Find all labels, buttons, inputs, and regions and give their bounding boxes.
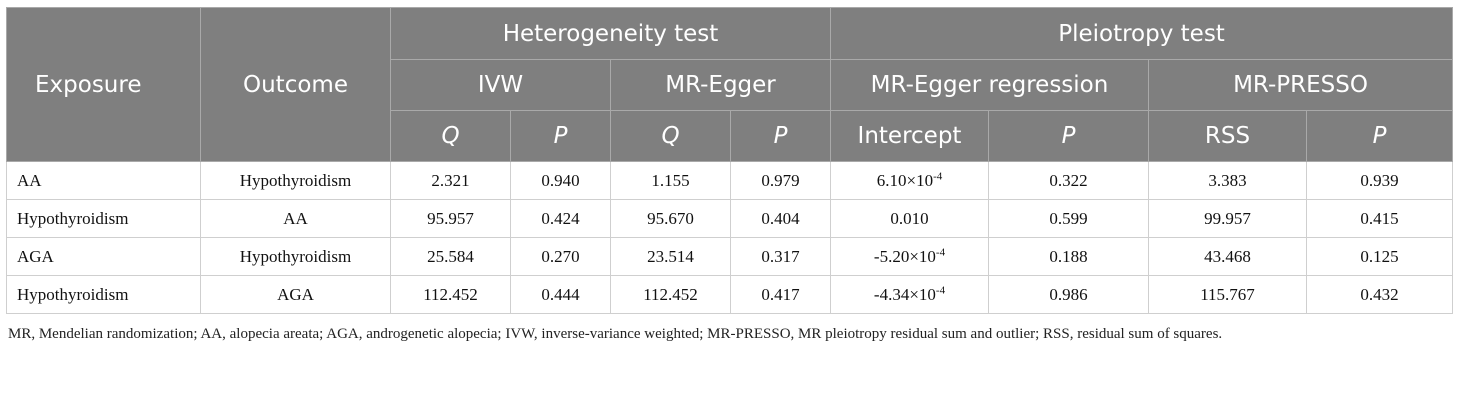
cell-regression-p: 0.188 (988, 237, 1149, 276)
table-row: Hypothyroidism AGA 112.452 0.444 112.452… (6, 275, 1454, 314)
header-mr-presso: MR-PRESSO (1147, 59, 1454, 111)
cell-regression-p: 0.322 (988, 161, 1149, 200)
cell-ivw-q: 25.584 (390, 237, 511, 276)
cell-rss: 115.767 (1148, 275, 1307, 314)
cell-regression-p: 0.986 (988, 275, 1149, 314)
header-presso-p: P (1305, 110, 1454, 162)
intercept-base: -5.20×10 (873, 246, 936, 266)
cell-intercept: 0.010 (830, 199, 989, 238)
cell-exposure: Hypothyroidism (6, 275, 201, 314)
cell-ivw-q: 95.957 (390, 199, 511, 238)
intercept-base: -4.34×10 (873, 284, 936, 304)
table-header: Exposure Outcome Heterogeneity test Plei… (6, 7, 1454, 162)
cell-intercept: -5.20×10-4 (830, 237, 989, 276)
header-intercept: Intercept (830, 110, 989, 162)
header-pleiotropy-test: Pleiotropy test (829, 7, 1454, 60)
cell-egger-p: 0.317 (730, 237, 831, 276)
intercept-exponent: -4 (935, 245, 946, 258)
cell-presso-p: 0.125 (1305, 237, 1454, 276)
cell-regression-p: 0.599 (988, 199, 1149, 238)
cell-egger-p: 0.404 (730, 199, 831, 238)
table-row: Hypothyroidism AA 95.957 0.424 95.670 0.… (6, 199, 1454, 238)
cell-intercept: -4.34×10-4 (830, 275, 989, 314)
header-mr-egger: MR-Egger (610, 59, 831, 111)
cell-ivw-q: 112.452 (390, 275, 511, 314)
header-heterogeneity-test: Heterogeneity test (390, 7, 831, 60)
cell-ivw-p: 0.444 (510, 275, 611, 314)
intercept-base: 0.010 (890, 208, 929, 228)
intercept-exponent: -4 (935, 283, 946, 296)
cell-exposure: AGA (6, 237, 201, 276)
cell-presso-p: 0.432 (1305, 275, 1454, 314)
cell-egger-q: 1.155 (610, 161, 731, 200)
cell-egger-q: 95.670 (610, 199, 731, 238)
cell-exposure: AA (6, 161, 201, 200)
cell-outcome: Hypothyroidism (200, 237, 391, 276)
header-exposure: Exposure (6, 7, 201, 162)
cell-exposure: Hypothyroidism (6, 199, 201, 238)
table-footnote: MR, Mendelian randomization; AA, alopeci… (8, 326, 1223, 342)
header-egger-p: P (730, 110, 831, 162)
cell-ivw-p: 0.270 (510, 237, 611, 276)
cell-ivw-p: 0.940 (510, 161, 611, 200)
results-table: Exposure Outcome Heterogeneity test Plei… (6, 7, 1454, 314)
header-ivw-p: P (510, 110, 611, 162)
cell-egger-q: 23.514 (610, 237, 731, 276)
cell-outcome: AA (200, 199, 391, 238)
intercept-base: 6.10×10 (876, 170, 934, 190)
cell-presso-p: 0.939 (1305, 161, 1454, 200)
header-ivw-q: Q (390, 110, 511, 162)
intercept-exponent: -4 (933, 169, 943, 182)
cell-outcome: AGA (200, 275, 391, 314)
header-outcome: Outcome (200, 7, 391, 162)
header-mr-egger-regression: MR-Egger regression (830, 59, 1149, 111)
cell-presso-p: 0.415 (1305, 199, 1454, 238)
cell-ivw-q: 2.321 (390, 161, 511, 200)
header-rss: RSS (1148, 110, 1307, 162)
header-regression-p: P (988, 110, 1149, 162)
header-egger-q: Q (610, 110, 731, 162)
cell-rss: 43.468 (1148, 237, 1307, 276)
cell-rss: 3.383 (1148, 161, 1307, 200)
table-row: AGA Hypothyroidism 25.584 0.270 23.514 0… (6, 237, 1454, 276)
cell-egger-p: 0.417 (730, 275, 831, 314)
results-table-container: Exposure Outcome Heterogeneity test Plei… (6, 7, 1454, 345)
cell-outcome: Hypothyroidism (200, 161, 391, 200)
table-row: AA Hypothyroidism 2.321 0.940 1.155 0.97… (6, 161, 1454, 200)
header-ivw: IVW (390, 59, 611, 111)
cell-egger-q: 112.452 (610, 275, 731, 314)
cell-egger-p: 0.979 (730, 161, 831, 200)
cell-ivw-p: 0.424 (510, 199, 611, 238)
table-body: AA Hypothyroidism 2.321 0.940 1.155 0.97… (6, 161, 1454, 314)
cell-intercept: 6.10×10-4 (830, 161, 989, 200)
cell-rss: 99.957 (1148, 199, 1307, 238)
